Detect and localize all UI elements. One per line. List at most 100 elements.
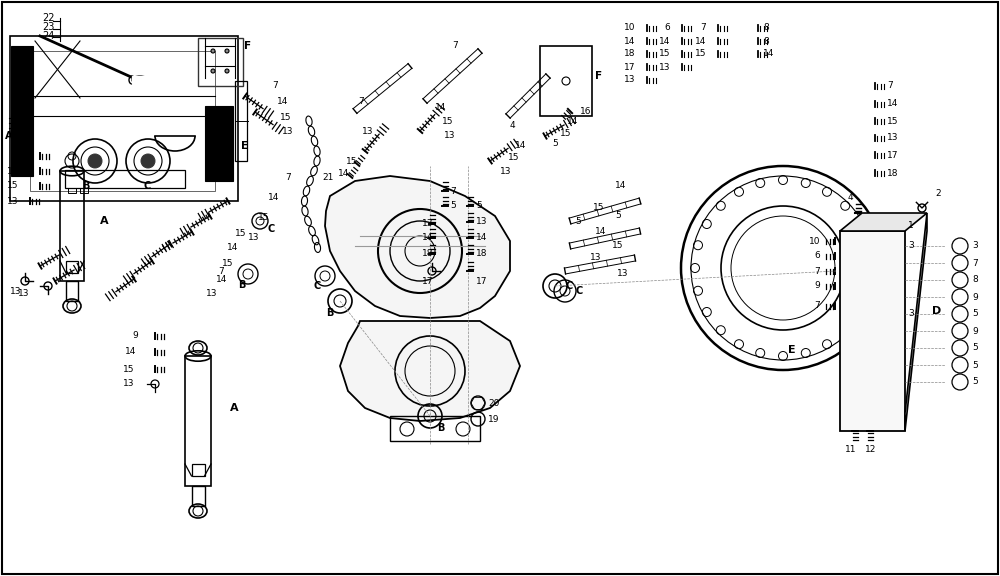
Text: 2: 2 [935, 188, 941, 198]
Text: 15: 15 [612, 241, 624, 251]
Text: 15: 15 [593, 203, 604, 213]
Text: 10: 10 [808, 237, 820, 245]
Text: 6: 6 [814, 252, 820, 260]
Text: 16: 16 [580, 107, 592, 116]
Text: 7: 7 [700, 24, 706, 32]
Bar [192, 486, 205, 506]
Text: 21: 21 [322, 173, 333, 183]
Bar [198, 38, 243, 86]
Text: 14: 14 [277, 97, 288, 107]
Text: 9: 9 [132, 332, 138, 340]
Text: 14: 14 [435, 104, 446, 112]
Circle shape [225, 49, 229, 53]
Text: 4: 4 [848, 194, 854, 203]
Text: 13: 13 [887, 134, 898, 142]
Polygon shape [132, 76, 148, 84]
Text: 17: 17 [887, 150, 898, 160]
Text: 13: 13 [18, 289, 30, 297]
Text: 11: 11 [845, 445, 856, 453]
Text: E: E [241, 141, 248, 151]
Text: 15: 15 [887, 116, 898, 126]
Text: 13: 13 [206, 290, 218, 298]
Text: 15: 15 [122, 365, 134, 373]
Bar [235, 81, 247, 161]
Text: A: A [230, 403, 239, 413]
Text: 9: 9 [972, 293, 978, 301]
Text: 5: 5 [615, 211, 621, 221]
Text: 14: 14 [338, 169, 349, 177]
Text: 9: 9 [972, 327, 978, 335]
Bar [192, 464, 205, 476]
Text: C: C [143, 181, 150, 191]
Text: 13: 13 [362, 127, 374, 135]
Text: 13: 13 [476, 218, 488, 226]
Bar [205, 106, 233, 181]
Text: 5: 5 [972, 343, 978, 353]
Text: 7: 7 [285, 173, 291, 183]
Text: 15: 15 [235, 229, 246, 238]
Text: 8: 8 [763, 36, 769, 46]
Text: 14: 14 [595, 226, 606, 236]
Text: 7: 7 [450, 187, 456, 195]
Circle shape [225, 69, 229, 73]
Text: C: C [313, 281, 320, 291]
Text: 1: 1 [908, 222, 914, 230]
Polygon shape [840, 213, 927, 231]
Text: 22: 22 [42, 13, 54, 23]
Bar [11, 46, 33, 176]
Text: 14: 14 [476, 233, 487, 242]
Text: C: C [575, 286, 582, 296]
Text: 15: 15 [7, 181, 18, 191]
Text: 13: 13 [248, 233, 260, 242]
Text: 3: 3 [908, 241, 914, 251]
Circle shape [88, 154, 102, 168]
Text: 7: 7 [887, 81, 893, 90]
Text: A: A [100, 216, 109, 226]
Text: 7: 7 [218, 267, 224, 275]
Text: 5: 5 [575, 217, 581, 225]
Text: 3: 3 [972, 241, 978, 251]
Text: 14: 14 [515, 142, 526, 150]
Text: 7: 7 [972, 259, 978, 267]
Text: 15: 15 [346, 157, 358, 165]
Text: 14: 14 [7, 166, 18, 176]
Circle shape [141, 154, 155, 168]
Text: 19: 19 [488, 415, 500, 423]
Text: 13: 13 [624, 75, 635, 85]
Text: 10: 10 [624, 24, 635, 32]
Circle shape [211, 69, 215, 73]
Text: 9: 9 [12, 151, 18, 161]
Text: 7: 7 [814, 301, 820, 310]
Text: 5: 5 [972, 309, 978, 319]
Polygon shape [905, 213, 927, 431]
Text: 13: 13 [658, 63, 670, 71]
Text: C: C [565, 281, 572, 291]
Bar [10, 36, 238, 201]
Text: D: D [932, 306, 941, 316]
Text: 13: 13 [444, 131, 456, 141]
Bar [185, 356, 211, 486]
Bar [66, 281, 78, 301]
Text: 3: 3 [908, 309, 914, 319]
Text: 15: 15 [694, 50, 706, 59]
Text: 18: 18 [887, 169, 898, 177]
Text: 14: 14 [887, 100, 898, 108]
Text: 7: 7 [358, 97, 364, 105]
Text: 14: 14 [268, 194, 279, 203]
Text: 7: 7 [452, 41, 458, 51]
Text: 5: 5 [972, 361, 978, 369]
Bar [390, 416, 480, 441]
Text: 20: 20 [488, 399, 499, 407]
Text: 14: 14 [624, 36, 635, 46]
Text: 12: 12 [865, 445, 876, 453]
Text: 14: 14 [422, 233, 433, 242]
Text: 13: 13 [282, 127, 294, 135]
Text: 13: 13 [590, 253, 602, 263]
Text: 17: 17 [624, 63, 635, 71]
Text: 13: 13 [500, 166, 512, 176]
Text: F: F [244, 41, 251, 51]
Bar [30, 51, 215, 191]
Text: B: B [82, 181, 89, 191]
Text: 14: 14 [615, 181, 626, 191]
Text: 14: 14 [227, 244, 238, 252]
